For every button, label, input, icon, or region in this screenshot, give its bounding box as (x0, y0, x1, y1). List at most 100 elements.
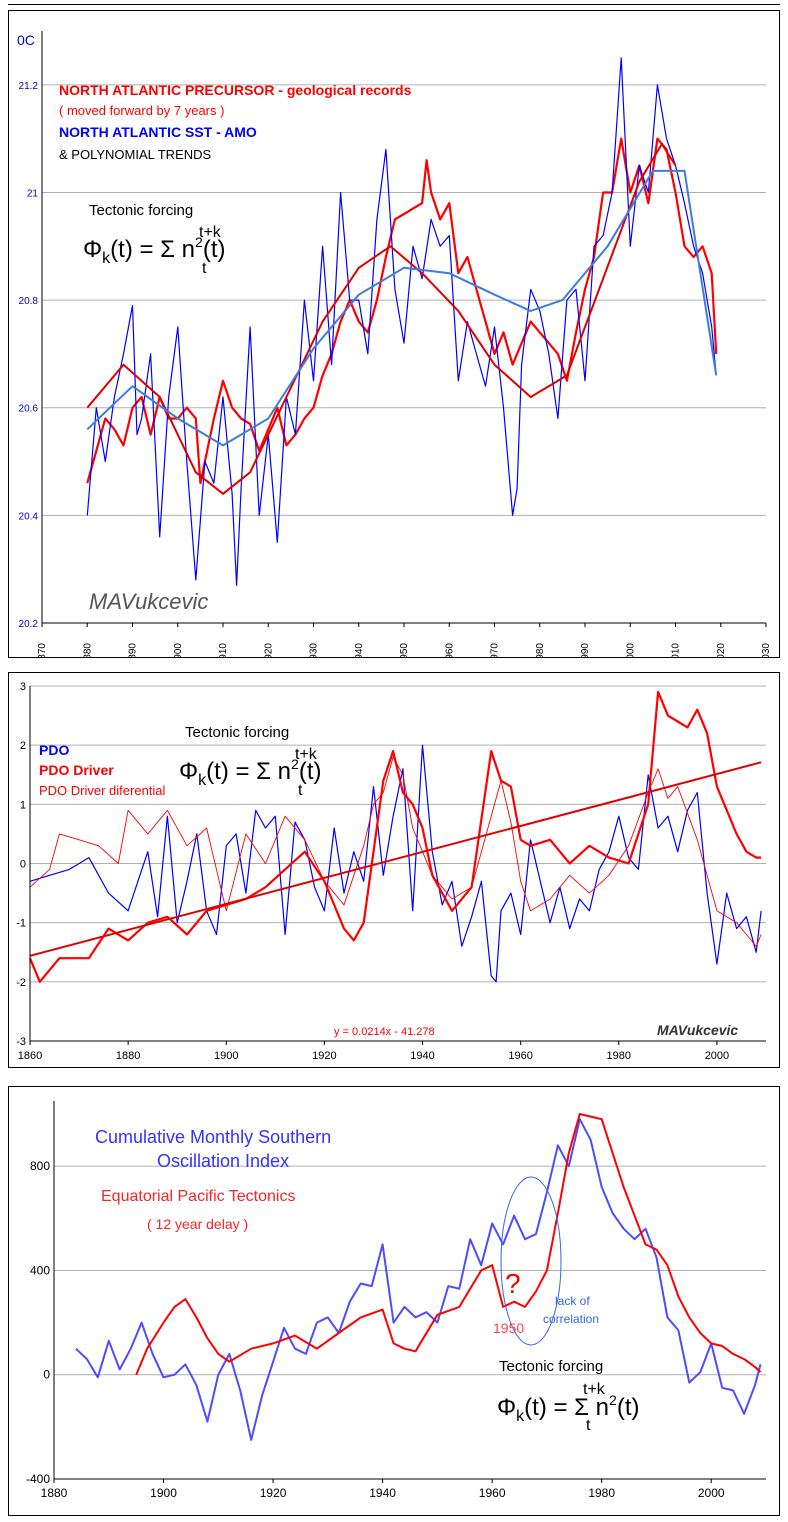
pdo-legend-line3: PDO Driver diferential (39, 783, 166, 798)
pdo-signature: MAVukcevic (657, 1022, 738, 1038)
pdo-grid (30, 685, 766, 1042)
pdo-formula: Φk(t) = Σ n2(t) t+k t (179, 746, 321, 799)
x-tick-label: 1900 (214, 1050, 238, 1062)
svg-text:t: t (202, 260, 207, 277)
soi-callout-ellipse (500, 1176, 562, 1346)
soi-annotation: Tectonic forcing (499, 1358, 603, 1375)
y-tick-label: -400 (26, 1472, 50, 1486)
series-line-0-0 (86, 137, 718, 485)
soi-formula: Φk(t) = Σ n2(t) t+k t (497, 1381, 639, 1434)
y-tick-label: 800 (30, 1159, 50, 1173)
x-tick-label: 2000 (625, 643, 636, 657)
x-tick-label: 2000 (705, 1050, 729, 1062)
soi-axes: -400 0 400 800 1880 1900 1920 1940 1960 1980 2000 (26, 1101, 766, 1500)
pdo-chart: -3 -2 -1 0 1 2 3 1860 1880 1900 1920 1940 1960 1980 20… (16, 681, 766, 1062)
amo-annotation: Tectonic forcing (89, 202, 193, 219)
amo-formula: Φk(t) = Σ n2(t) t+k t (83, 224, 225, 277)
x-tick-label: 1960 (508, 1050, 532, 1062)
soi-series (75, 1113, 762, 1441)
soi-callout-note1: lack of (555, 1294, 590, 1308)
y-tick-label: 0 (43, 1368, 50, 1382)
series-line-0-3 (86, 169, 718, 447)
soi-legend-line4: ( 12 year delay ) (147, 1216, 248, 1232)
x-tick-label: 1860 (18, 1050, 42, 1062)
y-tick-label: 20.6 (19, 404, 39, 415)
soi-grid (54, 1165, 766, 1480)
x-tick-label: 1940 (410, 1050, 434, 1062)
series-line-0-1 (86, 57, 717, 586)
pdo-annotation: Tectonic forcing (185, 724, 289, 741)
y-tick-label: 2 (20, 740, 26, 752)
x-tick-label: 1940 (354, 643, 365, 657)
x-tick-label: 1940 (369, 1486, 396, 1500)
x-tick-label: 1960 (479, 1486, 506, 1500)
x-tick-label: 1980 (588, 1486, 615, 1500)
svg-text:t+k: t+k (583, 1381, 606, 1398)
pdo-axes: -3 -2 -1 0 1 2 3 1860 1880 1900 1920 1940 1960 1980 20… (16, 681, 766, 1062)
x-tick-label: 1880 (82, 643, 93, 657)
svg-text:t+k: t+k (199, 224, 222, 241)
soi-callout-year: 1950 (493, 1320, 524, 1336)
series-line-1-2 (29, 756, 762, 947)
x-tick-label: 1920 (260, 1486, 287, 1500)
x-tick-label: 1970 (490, 643, 501, 657)
y-tick-label: 21 (27, 188, 39, 199)
x-tick-label: 1930 (309, 643, 320, 657)
x-tick-label: 2010 (671, 643, 682, 657)
soi-chart-panel: -400 0 400 800 1880 1900 1920 1940 1960 1980 2000 … (8, 1086, 780, 1516)
x-tick-label: 1880 (41, 1486, 68, 1500)
x-tick-label: 1980 (535, 643, 546, 657)
y-tick-label: 20.8 (19, 296, 39, 307)
y-tick-label: 20.2 (19, 619, 39, 630)
x-tick-label: 1890 (128, 643, 139, 657)
x-tick-label: 1880 (116, 1050, 140, 1062)
svg-text:t: t (586, 1417, 591, 1434)
svg-text:t: t (298, 782, 303, 799)
series-line-0-2 (86, 143, 677, 495)
soi-legend-line2: Oscillation Index (157, 1151, 289, 1171)
y-tick-label: -1 (16, 918, 26, 930)
soi-legend-line1: Cumulative Monthly Southern (95, 1127, 331, 1147)
x-tick-label: 1950 (399, 643, 410, 657)
y-tick-label: -2 (16, 977, 26, 989)
x-tick-label: 1960 (444, 643, 455, 657)
amo-legend-line4: & POLYNOMIAL TRENDS (59, 147, 212, 162)
series-line-1-3 (29, 761, 762, 957)
pdo-series (28, 690, 762, 983)
svg-text:t+k: t+k (295, 746, 318, 763)
series-line-1-0 (29, 744, 762, 983)
x-tick-label: 1910 (218, 643, 229, 657)
x-tick-label: 1920 (312, 1050, 336, 1062)
soi-callout-mark: ? (505, 1268, 521, 1299)
pdo-chart-panel: -3 -2 -1 0 1 2 3 1860 1880 1900 1920 1940 1960 1980 20… (8, 672, 780, 1068)
pdo-legend-line1: PDO (39, 742, 69, 758)
series-line-2-1 (135, 1113, 762, 1376)
x-tick-label: 1900 (173, 643, 184, 657)
x-tick-label: 1980 (607, 1050, 631, 1062)
series-line-2-0 (75, 1118, 762, 1441)
x-tick-label: 1870 (37, 643, 48, 657)
pdo-equation: y = 0.0214x - 41.278 (334, 1026, 435, 1038)
amo-legend-line2: ( moved forward by 7 years ) (59, 103, 224, 118)
x-tick-label: 2020 (716, 643, 727, 657)
amo-axes: 20.2 20.4 20.6 20.8 21 21.2 1870 1880 1890 1900 19… (19, 31, 772, 665)
x-tick-label: 1900 (150, 1486, 177, 1500)
series-line-1-1 (28, 690, 762, 983)
y-tick-label: 0 (20, 859, 26, 871)
top-rule (8, 4, 780, 5)
amo-chart: 20.2 20.4 20.6 20.8 21 21.2 1870 1880 1890 1900 19… (17, 31, 772, 665)
soi-callout-note2: correlation (543, 1312, 599, 1326)
amo-legend-line1: NORTH ATLANTIC PRECURSOR - geological re… (59, 82, 412, 98)
y-tick-label: -3 (16, 1036, 26, 1048)
y-tick-label: 3 (20, 681, 26, 693)
svg-text:Φk(t) = Σ n2(t): Φk(t) = Σ n2(t) (497, 1392, 639, 1425)
y-tick-label: 21.2 (19, 81, 39, 92)
y-tick-label: 1 (20, 799, 26, 811)
x-tick-label: 1990 (580, 643, 591, 657)
amo-legend-line3: NORTH ATLANTIC SST - AMO (59, 124, 257, 140)
amo-signature: MAVukcevic (89, 589, 208, 614)
amo-chart-panel: 20.2 20.4 20.6 20.8 21 21.2 1870 1880 1890 1900 19… (8, 10, 780, 665)
y-tick-label: 20.4 (19, 511, 39, 522)
amo-series (86, 57, 718, 586)
